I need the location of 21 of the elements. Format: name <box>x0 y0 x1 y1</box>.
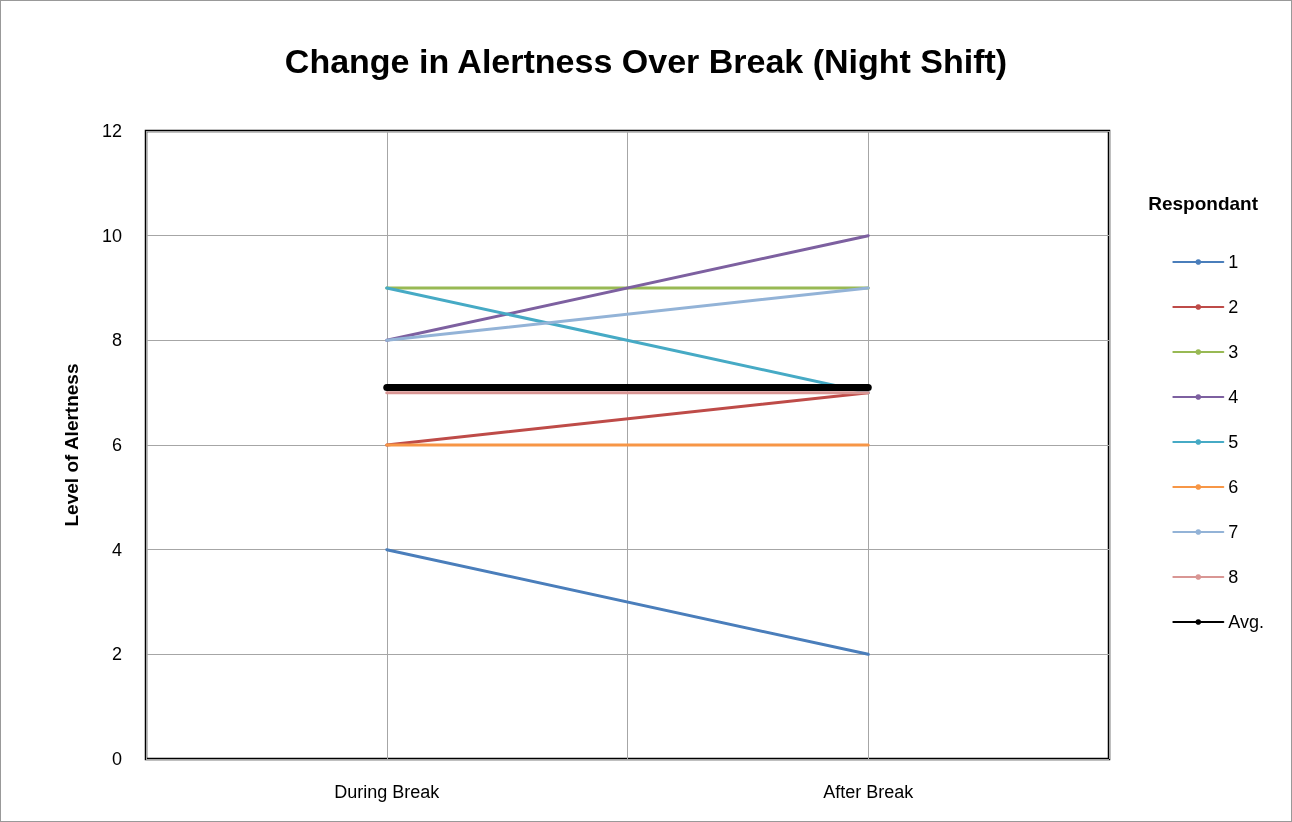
x-tick-label: After Break <box>823 782 915 802</box>
legend-label: 5 <box>1228 432 1239 452</box>
y-tick-label: 6 <box>111 435 122 455</box>
x-tick-label: During Break <box>334 782 441 802</box>
legend-label: 7 <box>1228 522 1239 542</box>
y-tick-label: 2 <box>111 644 122 665</box>
legend-label: Avg. <box>1228 612 1265 632</box>
legend-label: 3 <box>1228 342 1239 362</box>
y-tick-label: 10 <box>101 225 122 246</box>
legend-label: 2 <box>1228 297 1239 317</box>
chart-title: Change in Alertness Over Break (Night Shift) <box>284 42 1008 80</box>
legend-label: 8 <box>1228 567 1239 587</box>
y-axis-title: Level of Alertness <box>61 363 82 527</box>
y-tick-label: 12 <box>101 121 122 141</box>
legend-title: Respondant <box>1148 193 1259 214</box>
legend-label: 4 <box>1228 387 1239 407</box>
y-tick-label: 0 <box>111 749 122 769</box>
y-tick-label: 4 <box>111 539 122 560</box>
legend-label: 6 <box>1228 477 1239 497</box>
y-tick-label: 8 <box>111 330 122 351</box>
legend-label: 1 <box>1228 252 1239 272</box>
